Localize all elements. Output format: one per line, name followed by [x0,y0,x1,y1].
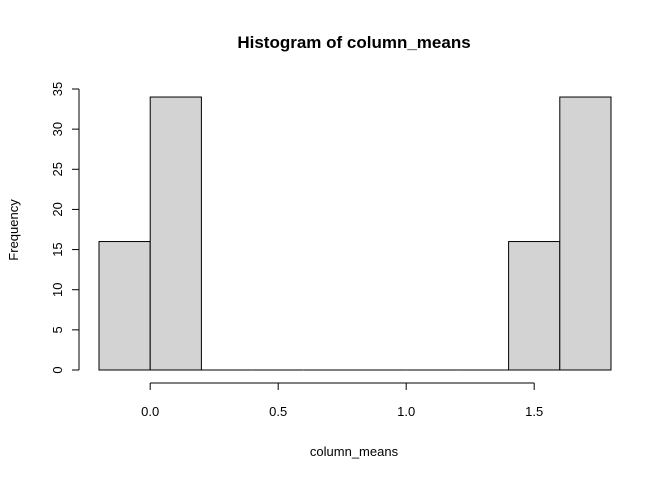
chart-title: Histogram of column_means [237,33,470,52]
x-tick-label: 0.5 [269,404,287,419]
x-axis: 0.0 0.5 1.0 1.5 [141,382,543,419]
x-axis-label: column_means [310,444,399,459]
histogram-bar [98,241,151,371]
histogram-bar [559,96,612,371]
y-tick-label: 10 [50,282,65,296]
y-axis-label: Frequency [6,199,21,261]
y-tick-label: 15 [50,242,65,256]
histogram-bar [508,241,561,371]
y-tick-label: 5 [50,326,65,333]
x-tick-label: 1.0 [397,404,415,419]
y-tick-label: 35 [50,82,65,96]
y-tick-label: 25 [50,162,65,176]
y-axis: 0 5 10 15 20 25 30 35 [50,82,80,374]
x-tick-label: 0.0 [141,404,159,419]
y-tick-label: 30 [50,122,65,136]
x-tick-label: 1.5 [525,404,543,419]
y-tick-label: 0 [50,366,65,373]
bars-group [98,96,612,371]
y-tick-label: 20 [50,202,65,216]
histogram-bar [149,96,202,371]
